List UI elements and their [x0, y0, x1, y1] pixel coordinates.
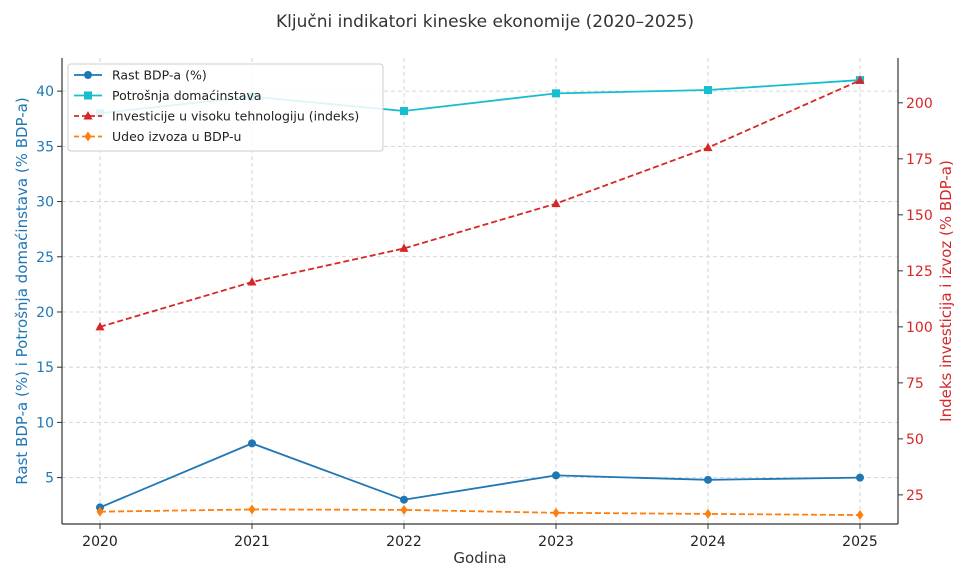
x-axis-ticks: 2020 2021 2022 2023 2024 2025: [82, 524, 878, 550]
x-tick-label: 2023: [538, 534, 574, 550]
data-point: [400, 495, 408, 504]
right-y-tick-label: 150: [906, 208, 933, 224]
legend-label: Udeo izvoza u BDP-u: [112, 129, 241, 144]
legend-label: Potrošnja domaćinstava: [112, 88, 262, 103]
legend-item: Investicije u visoku tehnologiju (indeks…: [74, 109, 359, 124]
legend-marker: [84, 131, 92, 142]
x-tick-label: 2020: [82, 534, 118, 550]
x-tick-label: 2025: [842, 534, 878, 550]
left-y-axis-ticks: 5 10 15 20 25 30 35 40: [36, 84, 62, 487]
data-point: [855, 75, 865, 84]
left-y-tick-label: 5: [45, 471, 54, 487]
x-axis-label: Godina: [453, 549, 506, 567]
data-point: [400, 107, 408, 116]
left-y-axis-label: Rast BDP-a (%) i Potrošnja domaćinstava …: [13, 97, 31, 484]
x-tick-label: 2024: [690, 534, 726, 550]
data-point: [552, 507, 560, 518]
data-point: [399, 243, 409, 252]
data-point: [856, 473, 864, 482]
right-y-axis-label: Indeks investicija i izvoz (% BDP-a): [937, 160, 955, 422]
right-y-tick-label: 175: [906, 152, 933, 168]
legend-marker: [84, 91, 92, 100]
right-y-tick-label: 100: [906, 320, 933, 336]
legend-item: Rast BDP-a (%): [74, 68, 207, 83]
legend-label: Rast BDP-a (%): [112, 68, 207, 83]
chart-title: Ključni indikatori kineske ekonomije (20…: [276, 12, 694, 32]
series-line: [99, 442, 861, 509]
grid: [62, 58, 898, 524]
series-line: [99, 79, 861, 328]
right-y-tick-label: 25: [906, 488, 924, 504]
data-point: [551, 198, 561, 208]
series-line: [99, 508, 861, 516]
x-tick-label: 2021: [234, 534, 270, 550]
legend-item: Potrošnja domaćinstava: [74, 88, 262, 103]
data-point: [96, 506, 104, 517]
right-y-tick-label: 125: [906, 264, 933, 280]
right-y-tick-label: 200: [906, 96, 933, 112]
left-y-tick-label: 30: [36, 195, 54, 211]
plot-area: [95, 75, 865, 521]
data-point: [856, 510, 864, 521]
left-y-tick-label: 40: [36, 84, 54, 100]
legend-box: [67, 63, 384, 152]
legend-label: Investicije u visoku tehnologiju (indeks…: [112, 109, 359, 124]
series-4: [96, 504, 864, 521]
right-y-tick-label: 50: [906, 432, 924, 448]
data-point: [248, 439, 256, 448]
left-y-tick-label: 35: [36, 139, 54, 155]
x-tick-label: 2022: [386, 534, 422, 550]
series-3: [95, 75, 865, 331]
data-point: [247, 277, 257, 286]
right-y-axis-ticks: 25 50 75 100 125 150 175 200: [898, 96, 933, 504]
left-y-tick-label: 25: [36, 250, 54, 266]
data-point: [703, 142, 713, 152]
left-y-tick-label: 15: [36, 360, 54, 376]
data-point: [704, 508, 712, 519]
right-y-tick-label: 75: [906, 376, 924, 392]
data-point: [95, 321, 105, 331]
data-point: [248, 504, 256, 515]
data-point: [552, 471, 560, 480]
legend-marker: [84, 71, 92, 79]
left-y-tick-label: 10: [36, 415, 54, 431]
legend-marker: [83, 111, 93, 120]
data-point: [400, 504, 408, 515]
left-y-tick-label: 20: [36, 305, 54, 321]
data-point: [552, 89, 560, 98]
data-point: [704, 86, 712, 95]
legend: Rast BDP-a (%) Potrošnja domaćinstava Inve…: [67, 63, 384, 152]
data-point: [704, 475, 712, 484]
legend-item: Udeo izvoza u BDP-u: [74, 129, 241, 144]
series-1: [96, 439, 864, 512]
